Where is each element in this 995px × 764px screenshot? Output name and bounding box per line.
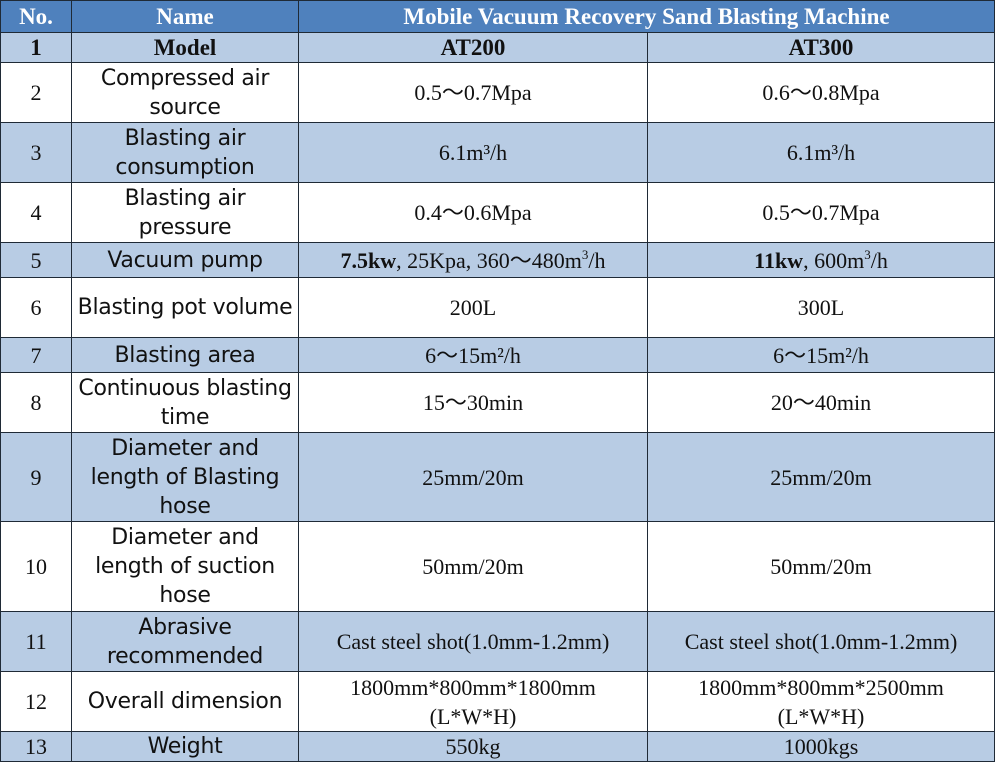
value-at200: 550kg [298, 731, 648, 762]
row-name: Overall dimension [71, 671, 299, 732]
table-row: 6 Blasting pot volume 200L 300L [0, 277, 995, 338]
value-at300: 6～15m²/h [647, 337, 995, 373]
model-at200: AT200 [298, 32, 648, 63]
value-at200: 6～15m²/h [298, 337, 648, 373]
dimension-at300: 1800mm*800mm*2500mm [698, 674, 944, 700]
row-name: Blasting area [71, 337, 299, 373]
table-row: 4 Blasting air pressure 0.4～0.6Mpa 0.5～0… [0, 182, 995, 243]
value-at200: 200L [298, 277, 648, 338]
row-number: 3 [0, 122, 72, 183]
table-row: 9 Diameter and length of Blasting hose 2… [0, 432, 995, 522]
table-row: 10 Diameter and length of suction hose 5… [0, 521, 995, 612]
row-name: Compressed air source [71, 62, 299, 123]
row-name: Model [71, 32, 299, 63]
row-name: Blasting air consumption [71, 122, 299, 183]
value-at200: 0.4～0.6Mpa [298, 182, 648, 243]
value-at300: 6.1m³/h [647, 122, 995, 183]
value-at200: 50mm/20m [298, 521, 648, 612]
header-title: Mobile Vacuum Recovery Sand Blasting Mac… [298, 0, 995, 33]
value-at300: 1000kgs [647, 731, 995, 762]
power-at300: 11kw [754, 247, 804, 273]
row-name: Blasting pot volume [71, 277, 299, 338]
power-at200: 7.5kw [340, 247, 397, 273]
value-at300: 11kw, 600m3/h [647, 242, 995, 278]
value-at300: 0.6～0.8Mpa [647, 62, 995, 123]
row-name: Diameter and length of Blasting hose [71, 432, 299, 522]
row-number: 1 [0, 32, 72, 63]
table-row: 12 Overall dimension 1800mm*800mm*1800mm… [0, 671, 995, 732]
header-row: No. Name Mobile Vacuum Recovery Sand Bla… [0, 0, 995, 33]
row-number: 10 [0, 521, 72, 612]
unit: /h [870, 247, 888, 273]
value-at300: 1800mm*800mm*2500mm (L*W*H) [647, 671, 995, 732]
value-at200: 7.5kw, 25Kpa, 360～480m3/h [298, 242, 648, 278]
value-at300: 0.5～0.7Mpa [647, 182, 995, 243]
spec-at200: , 25Kpa, 360～480m [396, 247, 582, 273]
value-at200: 1800mm*800mm*1800mm (L*W*H) [298, 671, 648, 732]
table-row: 7 Blasting area 6～15m²/h 6～15m²/h [0, 337, 995, 373]
value-at200: 0.5～0.7Mpa [298, 62, 648, 123]
model-at300: AT300 [647, 32, 995, 63]
header-name: Name [71, 0, 299, 33]
row-name: Blasting air pressure [71, 182, 299, 243]
dimension-unit-at200: (L*W*H) [429, 703, 517, 729]
value-at200: 25mm/20m [298, 432, 648, 522]
value-at300: 20～40min [647, 372, 995, 433]
unit: /h [588, 247, 606, 273]
row-name: Weight [71, 731, 299, 762]
table-row: 13 Weight 550kg 1000kgs [0, 731, 995, 762]
superscript: 3 [864, 246, 871, 262]
row-number: 12 [0, 671, 72, 732]
row-number: 2 [0, 62, 72, 123]
row-number: 6 [0, 277, 72, 338]
dimension-unit-at300: (L*W*H) [777, 703, 865, 729]
header-no: No. [0, 0, 72, 33]
value-at200: Cast steel shot(1.0mm-1.2mm) [298, 611, 648, 672]
table-row: 3 Blasting air consumption 6.1m³/h 6.1m³… [0, 122, 995, 183]
row-number: 7 [0, 337, 72, 373]
row-number: 8 [0, 372, 72, 433]
value-at200: 6.1m³/h [298, 122, 648, 183]
row-number: 11 [0, 611, 72, 672]
row-name: Diameter and length of suction hose [71, 521, 299, 612]
spec-at300: , 600m [803, 247, 865, 273]
table-row: 8 Continuous blasting time 15～30min 20～4… [0, 372, 995, 433]
value-at200: 15～30min [298, 372, 648, 433]
row-number: 13 [0, 731, 72, 762]
row-name: Continuous blasting time [71, 372, 299, 433]
table-row: 5 Vacuum pump 7.5kw, 25Kpa, 360～480m3/h … [0, 242, 995, 278]
row-name: Abrasive recommended [71, 611, 299, 672]
superscript: 3 [581, 246, 589, 262]
table-row: 1 Model AT200 AT300 [0, 32, 995, 63]
table-row: 11 Abrasive recommended Cast steel shot(… [0, 611, 995, 672]
value-at300: Cast steel shot(1.0mm-1.2mm) [647, 611, 995, 672]
value-at300: 50mm/20m [647, 521, 995, 612]
row-number: 9 [0, 432, 72, 522]
value-at300: 25mm/20m [647, 432, 995, 522]
dimension-at200: 1800mm*800mm*1800mm [350, 674, 596, 700]
value-at300: 300L [647, 277, 995, 338]
row-name: Vacuum pump [71, 242, 299, 278]
row-number: 5 [0, 242, 72, 278]
row-number: 4 [0, 182, 72, 243]
table-row: 2 Compressed air source 0.5～0.7Mpa 0.6～0… [0, 62, 995, 123]
